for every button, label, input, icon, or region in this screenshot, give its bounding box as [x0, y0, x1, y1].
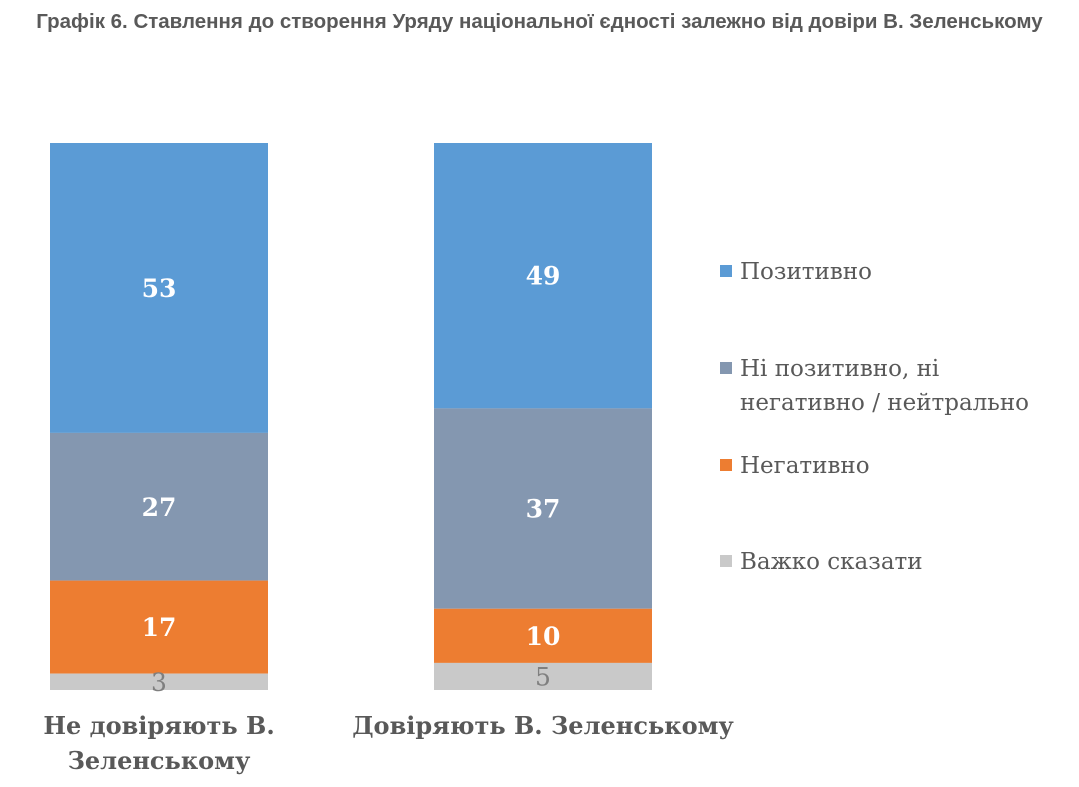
data-label-negative-1: 17 [142, 613, 177, 642]
data-label-hard-to-say-1: 3 [151, 668, 167, 697]
bar-negative-1 [50, 580, 268, 674]
bar-negative-2 [434, 608, 652, 663]
bar-neutral-2 [434, 408, 652, 609]
legend-swatch-positive [720, 265, 732, 277]
bar-hard-to-say-1 [50, 673, 268, 690]
category-label-2: Довіряють В. Зеленському [352, 711, 734, 740]
data-label-positive-2: 49 [526, 262, 561, 291]
legend-label-negative: Негативно [740, 453, 870, 479]
legend-label-positive: Позитивно [740, 259, 872, 285]
bar-hard-to-say-2 [434, 662, 652, 690]
bar-neutral-1 [50, 432, 268, 581]
legend-swatch-neutral [720, 362, 732, 374]
chart-title: Графік 6. Ставлення до створення Уряду н… [36, 10, 1043, 33]
data-label-neutral-2: 37 [526, 495, 561, 524]
data-label-negative-2: 10 [526, 622, 561, 651]
data-label-hard-to-say-2: 5 [535, 662, 551, 691]
category-label-1: Не довіряють В. Зеленському [43, 711, 274, 775]
legend-label-neutral: Ні позитивно, ні негативно / нейтрально [740, 356, 1029, 416]
bar-positive-1 [50, 143, 268, 433]
legend-swatch-negative [720, 459, 732, 471]
data-label-positive-1: 53 [142, 274, 177, 303]
data-label-neutral-1: 27 [142, 493, 177, 522]
legend-swatch-hard-to-say [720, 555, 732, 567]
bar-positive-2 [434, 143, 652, 409]
legend-label-hard-to-say: Важко сказати [740, 549, 923, 575]
